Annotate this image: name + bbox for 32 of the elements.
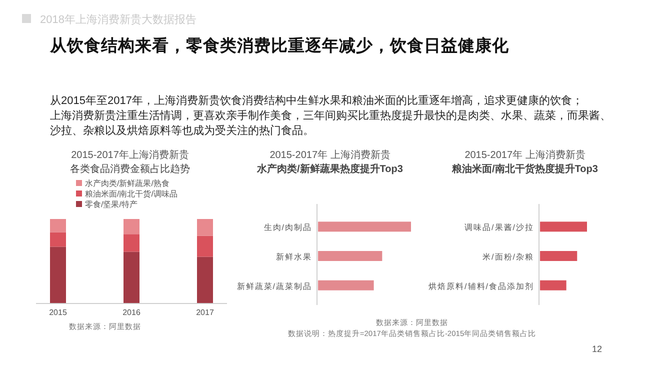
x-tick-label: 2016 [122,308,141,317]
x-tick-label: 2015 [49,308,68,317]
bar [124,252,140,303]
y-tick-label: 调味品/果酱/沙拉 [464,223,534,232]
bar [197,256,213,303]
bar [197,236,213,257]
chart-title: 2015-2017年上海消费新贵 [71,149,189,161]
text: 沙拉、杂粮以及烘焙原料等也成为受关注的热门食品。 [50,124,314,137]
chart-subtitle: 水产肉类/新鲜蔬果热度提升Top3 [256,163,404,175]
bar [124,234,140,252]
x-tick-label: 2017 [196,308,214,317]
chart-title: 2015-2017年 上海消费新贵 [270,149,390,161]
chart-title: 2015-2017年 上海消费新贵 [464,149,586,161]
legend-label: 粮油米面/南北干货/调味品 [85,190,178,198]
chart-subtitle: 粮油米面/南北干货热度提升Top3 [451,163,598,175]
bar [50,219,66,232]
text: 12 [592,344,602,354]
y-tick-label: 烘焙原料/辅料/食品添加剂 [428,282,534,291]
y-tick-label: 新鲜水果 [276,252,312,262]
bar [50,246,66,303]
y-tick-label: 新鲜蔬菜/蔬菜制品 [236,282,312,291]
text: 上海消费新贵注重生活情调，更喜欢亲手制作美食，三年间购买比重热度提升最快的是肉类、水果、蔬菜，而果酱、 [50,109,611,122]
text: 从2015年至2017年，上海消费新贵饮食消费结构中生鲜水果和粮油米面的比重逐年增高，追求更健康的饮食； [50,94,583,107]
legend-label: 零食/坚果/特产 [85,200,138,209]
text: 从饮食结构来看，零食类消费比重逐年减少，饮食日益健康化 [49,36,510,55]
bar [197,219,213,236]
bar [50,232,66,247]
legend-label: 水产肉类/新鲜蔬果/熟食 [85,179,170,188]
bar [124,219,140,234]
y-tick-label: 生肉/肉制品 [264,223,312,232]
y-tick-label: 米/面粉/杂粮 [482,252,534,262]
chart-subtitle: 各类食品消费金额占比趋势 [70,163,190,175]
